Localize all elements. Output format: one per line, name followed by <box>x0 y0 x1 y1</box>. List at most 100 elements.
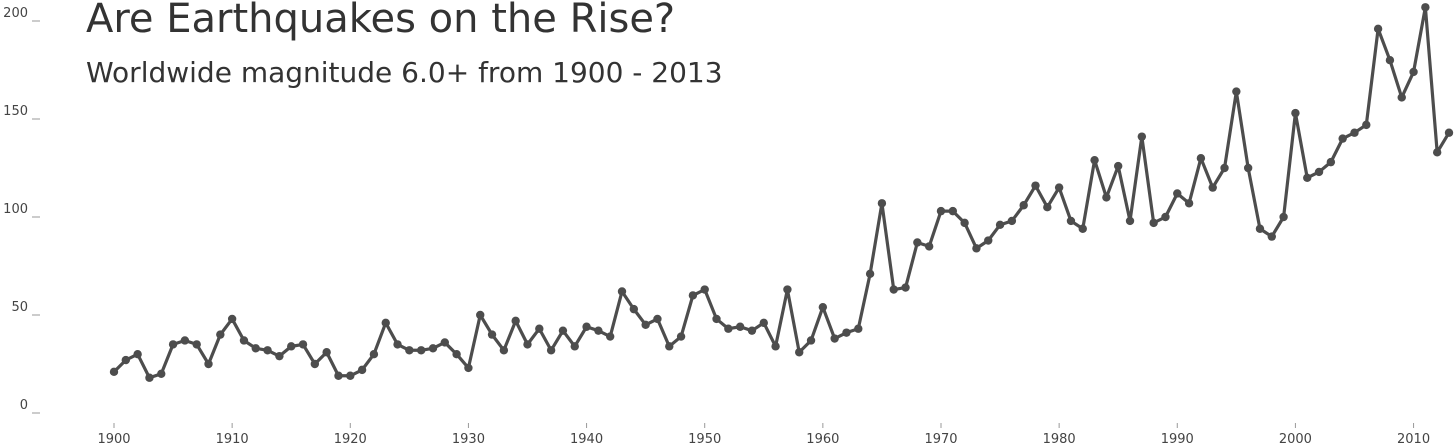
data-point-1956 <box>771 342 780 351</box>
data-point-1957 <box>783 285 792 294</box>
x-tick-label: 2010 <box>1397 432 1430 447</box>
data-point-1931 <box>476 310 485 320</box>
x-tick-label: 1910 <box>216 432 249 447</box>
data-point-1974 <box>984 236 993 245</box>
data-point-1960 <box>818 302 828 312</box>
data-point-1934 <box>511 316 520 326</box>
data-point-2011 <box>1421 3 1430 12</box>
data-point-1948 <box>676 332 686 341</box>
data-points <box>109 3 1454 382</box>
data-point-1959 <box>806 336 816 345</box>
data-point-1933 <box>499 346 509 355</box>
x-tick-label: 1950 <box>688 432 721 447</box>
data-point-1928 <box>440 338 449 347</box>
x-tick-label: 1970 <box>924 432 957 447</box>
x-tick-label: 1930 <box>452 432 485 447</box>
data-point-1915 <box>287 342 296 351</box>
data-point-1994 <box>1220 163 1229 173</box>
data-point-2010 <box>1409 67 1418 77</box>
data-point-1943 <box>617 287 627 296</box>
chart-subtitle: Worldwide magnitude 6.0+ from 1900 - 201… <box>86 56 723 89</box>
data-point-1954 <box>747 326 757 335</box>
data-point-2007 <box>1373 24 1383 34</box>
data-point-1981 <box>1066 216 1076 226</box>
data-point-1912 <box>251 344 260 353</box>
data-point-1977 <box>1019 201 1028 210</box>
data-point-1922 <box>369 350 379 359</box>
data-point-1930 <box>464 363 473 373</box>
x-tick-label: 1990 <box>1161 432 1194 447</box>
data-point-1900 <box>109 367 119 377</box>
data-point-1995 <box>1232 87 1241 96</box>
data-point-1945 <box>641 320 650 329</box>
data-point-2000 <box>1291 108 1300 118</box>
data-point-1939 <box>570 342 579 351</box>
x-tick-label: 1920 <box>334 432 367 447</box>
data-point-1908 <box>204 359 213 369</box>
data-point-1978 <box>1031 181 1040 190</box>
data-point-1946 <box>653 314 662 324</box>
y-tick-label: 0 <box>20 398 28 413</box>
series-line <box>112 5 1451 380</box>
data-point-1971 <box>948 206 958 216</box>
x-tick-label: 1980 <box>1043 432 1076 447</box>
data-point-1990 <box>1173 189 1182 198</box>
y-tick-label: 100 <box>3 202 28 217</box>
data-point-1901 <box>121 355 131 365</box>
data-point-1970 <box>936 206 946 216</box>
x-tick-label: 1960 <box>806 432 839 447</box>
data-point-1972 <box>960 218 969 228</box>
data-point-1906 <box>180 336 190 345</box>
data-point-1989 <box>1161 212 1170 222</box>
data-point-1944 <box>629 304 639 314</box>
data-point-1987 <box>1137 132 1147 141</box>
y-axis: 0 50 100 150 200 <box>3 6 40 414</box>
data-point-1938 <box>558 326 568 335</box>
data-point-2005 <box>1350 128 1359 137</box>
data-point-2012 <box>1432 148 1442 157</box>
data-point-1969 <box>924 242 934 251</box>
data-point-1980 <box>1054 183 1064 192</box>
data-point-1942 <box>605 332 615 341</box>
data-point-1966 <box>889 285 898 294</box>
data-point-1919 <box>334 371 343 380</box>
data-point-1973 <box>972 244 981 253</box>
data-point-1937 <box>546 346 556 355</box>
data-point-1986 <box>1125 216 1135 226</box>
data-point-1903 <box>145 373 154 382</box>
y-tick-label: 200 <box>3 6 28 21</box>
data-point-1975 <box>995 220 1005 230</box>
data-point-1976 <box>1007 216 1017 226</box>
data-point-2009 <box>1397 93 1406 102</box>
data-point-2004 <box>1338 134 1347 143</box>
data-point-1991 <box>1184 199 1194 208</box>
data-point-1921 <box>357 365 367 375</box>
data-point-1964 <box>865 269 875 279</box>
data-point-1984 <box>1102 193 1111 202</box>
data-point-1988 <box>1149 218 1158 228</box>
y-tick-label: 50 <box>11 300 28 315</box>
data-point-2001 <box>1303 173 1312 182</box>
data-point-1951 <box>712 314 721 324</box>
data-point-1996 <box>1243 163 1253 173</box>
data-point-1935 <box>523 340 532 349</box>
data-point-2013 <box>1444 128 1454 137</box>
data-point-1920 <box>346 371 355 380</box>
data-point-1962 <box>842 328 851 337</box>
chart-title: Are Earthquakes on the Rise? <box>86 0 676 42</box>
data-point-1947 <box>665 342 674 351</box>
data-point-1961 <box>830 334 839 343</box>
data-point-1999 <box>1279 212 1288 222</box>
data-point-1923 <box>381 318 390 328</box>
data-point-1924 <box>393 340 402 349</box>
y-tick-label: 150 <box>3 104 28 119</box>
data-point-1967 <box>901 283 910 292</box>
data-point-1982 <box>1078 224 1087 233</box>
data-point-1905 <box>168 340 178 349</box>
data-point-1913 <box>263 346 272 355</box>
data-point-1998 <box>1267 232 1276 241</box>
x-tick-label: 2000 <box>1279 432 1312 447</box>
data-point-1941 <box>594 326 603 335</box>
